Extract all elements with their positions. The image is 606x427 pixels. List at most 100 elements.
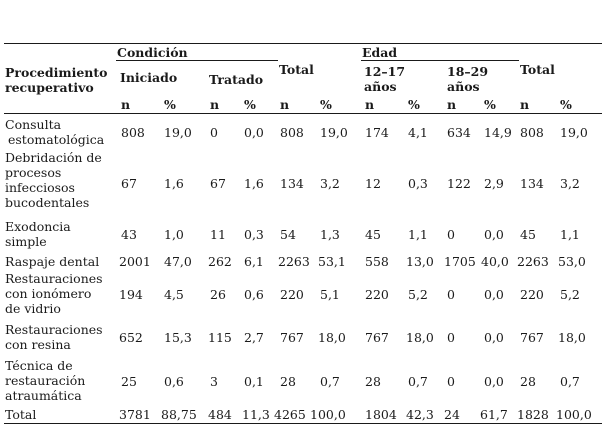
cell: 122 <box>447 176 471 191</box>
cell: 3 <box>210 374 218 389</box>
cell: 6,1 <box>244 254 264 269</box>
cell: 3781 <box>119 407 151 422</box>
cell: 0,1 <box>244 374 264 389</box>
header-total-condicion: Total <box>279 62 314 77</box>
cell: 220 <box>280 287 304 302</box>
cell: 15,3 <box>164 330 192 345</box>
cell: 4,1 <box>408 125 428 140</box>
cell: 0,0 <box>484 374 504 389</box>
cell: 28 <box>280 374 296 389</box>
cell: 0 <box>447 374 455 389</box>
cell: 0,7 <box>560 374 580 389</box>
cell: 220 <box>520 287 544 302</box>
cell: 0 <box>210 125 218 140</box>
row-label: Restauraciones con ionómero de vidrio <box>5 271 103 316</box>
cell: 0,7 <box>320 374 340 389</box>
cell: 174 <box>365 125 389 140</box>
cell: 19,0 <box>560 125 588 140</box>
cell: 1,1 <box>560 227 580 242</box>
cell: 11 <box>210 227 226 242</box>
header-procedure: Procedimiento recuperativo <box>5 65 108 95</box>
header-iniciado: Iniciado <box>120 70 178 85</box>
cell: 484 <box>208 407 232 422</box>
condicion-rule <box>116 60 278 61</box>
cell: 1705 <box>444 254 476 269</box>
cell: 18,0 <box>318 330 346 345</box>
cell: 652 <box>119 330 143 345</box>
cell: 14,9 <box>484 125 512 140</box>
cell: 0 <box>447 330 455 345</box>
subheader-pct: % <box>164 97 176 112</box>
top-rule <box>4 43 602 44</box>
cell: 634 <box>447 125 471 140</box>
cell: 0,0 <box>484 227 504 242</box>
cell: 0 <box>447 227 455 242</box>
cell: 18,0 <box>406 330 434 345</box>
header-total-edad: Total <box>520 62 555 77</box>
cell: 2263 <box>278 254 310 269</box>
cell: 767 <box>520 330 544 345</box>
subheader-n: n <box>280 97 290 112</box>
cell: 1,6 <box>244 176 264 191</box>
cell: 0,6 <box>164 374 184 389</box>
cell: 808 <box>280 125 304 140</box>
cell: 134 <box>520 176 544 191</box>
cell: 4,5 <box>164 287 184 302</box>
cell: 61,7 <box>480 407 508 422</box>
subheader-pct: % <box>244 97 256 112</box>
cell: 1828 <box>517 407 549 422</box>
cell: 0,3 <box>244 227 264 242</box>
cell: 1,3 <box>320 227 340 242</box>
cell: 13,0 <box>406 254 434 269</box>
cell: 0,0 <box>484 330 504 345</box>
cell: 45 <box>520 227 536 242</box>
header-edad: Edad <box>362 45 398 60</box>
cell: 18,0 <box>558 330 586 345</box>
cell: 3,2 <box>560 176 580 191</box>
subheader-n: n <box>365 97 375 112</box>
cell: 115 <box>208 330 232 345</box>
row-label: Total <box>5 407 37 422</box>
cell: 767 <box>280 330 304 345</box>
subheader-n: n <box>520 97 530 112</box>
cell: 1,6 <box>164 176 184 191</box>
subheader-n: n <box>210 97 220 112</box>
subheader-n: n <box>447 97 457 112</box>
cell: 100,0 <box>556 407 592 422</box>
cell: 43 <box>121 227 137 242</box>
cell: 5,1 <box>320 287 340 302</box>
cell: 5,2 <box>408 287 428 302</box>
cell: 40,0 <box>481 254 509 269</box>
subheader-pct: % <box>408 97 420 112</box>
cell: 134 <box>280 176 304 191</box>
header-condicion: Condición <box>117 45 188 60</box>
cell: 0 <box>447 287 455 302</box>
cell: 2263 <box>517 254 549 269</box>
subheader-n: n <box>121 97 131 112</box>
cell: 2,7 <box>244 330 264 345</box>
subheader-rule <box>4 113 602 114</box>
subheader-pct: % <box>560 97 572 112</box>
cell: 47,0 <box>164 254 192 269</box>
cell: 262 <box>208 254 232 269</box>
subheader-pct: % <box>484 97 496 112</box>
cell: 25 <box>121 374 137 389</box>
cell: 11,3 <box>242 407 270 422</box>
cell: 558 <box>365 254 389 269</box>
cell: 220 <box>365 287 389 302</box>
cell: 28 <box>365 374 381 389</box>
cell: 0,0 <box>244 125 264 140</box>
bottom-rule <box>4 423 602 424</box>
cell: 1,1 <box>408 227 428 242</box>
cell: 0,3 <box>408 176 428 191</box>
cell: 808 <box>520 125 544 140</box>
cell: 19,0 <box>320 125 348 140</box>
cell: 0,7 <box>408 374 428 389</box>
cell: 4265 <box>274 407 306 422</box>
cell: 88,75 <box>161 407 197 422</box>
cell: 53,0 <box>558 254 586 269</box>
header-age-18-29: 18–29 años <box>447 64 489 94</box>
cell: 194 <box>119 287 143 302</box>
cell: 100,0 <box>310 407 346 422</box>
row-label: Técnica de restauración atraumática <box>5 358 86 403</box>
